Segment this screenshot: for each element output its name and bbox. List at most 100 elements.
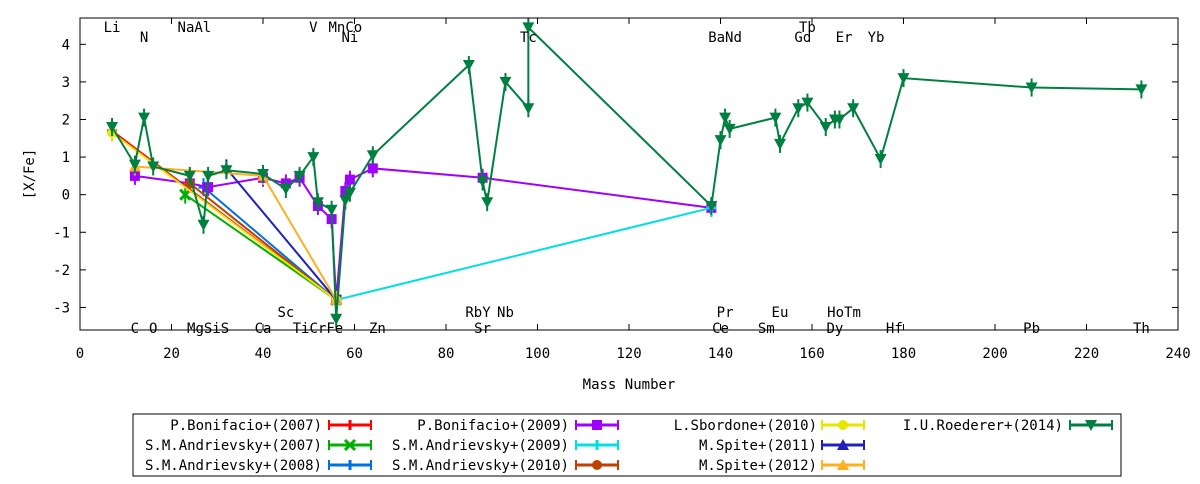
series-group [106, 18, 1148, 328]
element-label-bottom: Ce [712, 321, 729, 337]
y-tick-label: -3 [53, 300, 70, 316]
x-tick-label: 100 [525, 346, 550, 362]
element-label-bottom: TiCrFe [293, 321, 344, 337]
element-label-bottom: Eu [772, 305, 789, 321]
element-label-bottom: Zn [369, 321, 386, 337]
data-point [307, 152, 320, 164]
data-point [522, 103, 535, 115]
legend-box [132, 413, 1122, 477]
data-point [183, 170, 196, 182]
data-point [129, 170, 140, 181]
data-point [128, 159, 141, 171]
data-point [1135, 84, 1148, 96]
element-label-top: Yb [868, 30, 885, 46]
data-point [522, 22, 535, 34]
x-tick-label: 60 [346, 346, 363, 362]
axes: 0 20 40 60 80 100 120 140 160 180 200 220 240 -3 -2 -1 0… [53, 18, 1191, 362]
legend-label: S.M.Andrievsky+(2009) [392, 438, 569, 454]
data-point [1025, 82, 1038, 94]
x-tick-label: 180 [891, 346, 916, 362]
element-label-bottom: Dy [826, 321, 843, 337]
data-point [462, 59, 475, 71]
element-label-top: Li [104, 20, 121, 36]
element-label-top: MnCo [328, 20, 362, 36]
x-tick-label: 120 [616, 346, 641, 362]
series-group [107, 123, 342, 309]
data-point [147, 161, 160, 173]
data-point [340, 185, 351, 196]
legend-label: S.M.Andrievsky+(2007) [145, 438, 322, 454]
data-point [343, 187, 356, 199]
element-label-top: BaNd [708, 30, 742, 46]
element-label-bottom: Sm [758, 321, 775, 337]
y-tick-label: 4 [62, 37, 70, 53]
series-line [225, 167, 337, 301]
data-point [203, 182, 214, 193]
data-point [293, 170, 306, 182]
y-tick-label: -2 [53, 263, 70, 279]
data-point [366, 150, 379, 162]
element-label-bottom: Sc [277, 305, 294, 321]
data-point [592, 460, 602, 470]
element-label-bottom: Hf [886, 321, 903, 337]
element-label-bottom: Pr [717, 305, 734, 321]
data-point [481, 197, 494, 209]
data-point [202, 170, 215, 182]
legend-label: M.Spite+(2011) [699, 438, 817, 454]
data-point [257, 169, 269, 180]
element-label-bottom: Ca [255, 321, 272, 337]
x-tick-label: 200 [982, 346, 1007, 362]
element-label-top: V [309, 20, 318, 36]
data-point [138, 112, 151, 124]
legend-label: P.Bonifacio+(2007) [170, 418, 322, 434]
y-tick-label: 1 [62, 150, 70, 166]
data-point [345, 460, 355, 470]
element-label-top: N [140, 30, 148, 46]
element-label-bottom: MgSiS [187, 321, 229, 337]
data-point [220, 165, 233, 177]
element-label-top: Tb [799, 20, 816, 36]
x-tick-label: 40 [255, 346, 272, 362]
data-point [1085, 420, 1097, 431]
y-tick-label: -1 [53, 225, 70, 241]
data-point [819, 122, 832, 134]
data-point [837, 459, 849, 470]
element-label-top: Tc [520, 30, 537, 46]
x-tick-label: 80 [438, 346, 455, 362]
y-tick-label: 3 [62, 75, 70, 91]
data-point [833, 114, 846, 126]
data-point [792, 103, 805, 115]
legend-label: L.Sbordone+(2010) [674, 418, 817, 434]
y-axis-label: [X/Fe] [22, 149, 38, 200]
x-tick-label: 0 [76, 346, 84, 362]
element-label-top: Er [836, 30, 853, 46]
element-label-top: Gd [794, 30, 811, 46]
data-point [801, 97, 814, 109]
x-tick-label: 220 [1074, 346, 1099, 362]
data-point [330, 313, 343, 325]
data-point [197, 219, 210, 231]
data-point [344, 174, 355, 185]
series-group [331, 198, 717, 309]
data-point [106, 122, 119, 134]
data-point [499, 76, 512, 88]
data-point [837, 439, 849, 450]
data-point [769, 112, 782, 124]
element-label-bottom: O [149, 321, 157, 337]
element-label-bottom: Th [1133, 321, 1150, 337]
legend-label: M.Spite+(2012) [699, 458, 817, 474]
y-tick-label: 0 [62, 188, 70, 204]
data-point [339, 195, 352, 207]
series-line [111, 131, 337, 301]
element-label-bottom: HoTm [827, 305, 861, 321]
element-label-bottom: Nb [497, 305, 514, 321]
x-axis-label: Mass Number [583, 377, 676, 393]
element-label-top: Ni [341, 30, 358, 46]
y-tick-label: 2 [62, 112, 70, 128]
element-label-bottom: C [131, 321, 139, 337]
data-point [592, 420, 602, 430]
data-point [345, 420, 355, 430]
plot-marks [106, 18, 1148, 328]
